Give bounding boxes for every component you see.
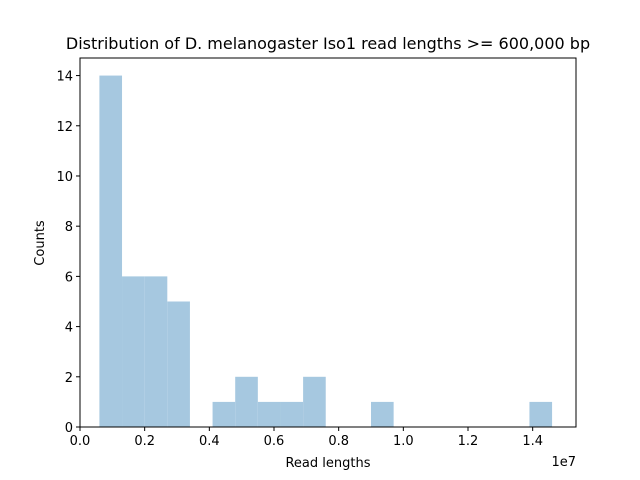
histogram-bar <box>167 301 190 427</box>
histogram-bar <box>212 401 236 427</box>
histogram-bar <box>371 401 394 427</box>
histogram-bar <box>144 276 168 427</box>
histogram-bar <box>280 401 304 427</box>
x-axis-ticks: 0.0 0.2 0.4 0.6 0.8 1.0 1.2 1.4 <box>70 427 543 449</box>
y-tick-label: 2 <box>65 371 73 386</box>
y-tick-label: 12 <box>56 120 73 135</box>
y-axis-ticks: 0 2 4 6 8 10 12 14 <box>56 70 80 436</box>
x-tick-label: 0.0 <box>70 434 91 449</box>
x-axis-label: Read lengths <box>285 456 370 471</box>
x-tick-label: 0.8 <box>328 434 349 449</box>
y-axis-label: Counts <box>33 220 48 266</box>
histogram-bar <box>235 376 258 427</box>
y-tick-label: 8 <box>65 220 73 235</box>
y-tick-label: 10 <box>56 170 73 185</box>
x-axis-offset-text: 1e7 <box>551 455 576 470</box>
x-tick-label: 0.6 <box>264 434 285 449</box>
histogram-bar <box>122 276 145 427</box>
plot-frame <box>79 57 577 428</box>
x-tick-label: 1.2 <box>458 434 479 449</box>
histogram-bar <box>529 401 553 427</box>
chart-title: Distribution of D. melanogaster Iso1 rea… <box>66 34 590 53</box>
histogram-bar <box>257 401 281 427</box>
y-tick-label: 14 <box>56 70 73 85</box>
y-tick-label: 6 <box>65 270 73 285</box>
x-tick-label: 1.4 <box>522 434 543 449</box>
x-tick-label: 1.0 <box>393 434 414 449</box>
histogram-bar <box>99 75 123 428</box>
y-tick-label: 4 <box>65 321 73 336</box>
histogram-bar <box>303 376 326 427</box>
bars-group <box>99 75 553 428</box>
y-tick-label: 0 <box>65 421 73 436</box>
x-tick-label: 0.4 <box>199 434 220 449</box>
x-tick-label: 0.2 <box>134 434 155 449</box>
